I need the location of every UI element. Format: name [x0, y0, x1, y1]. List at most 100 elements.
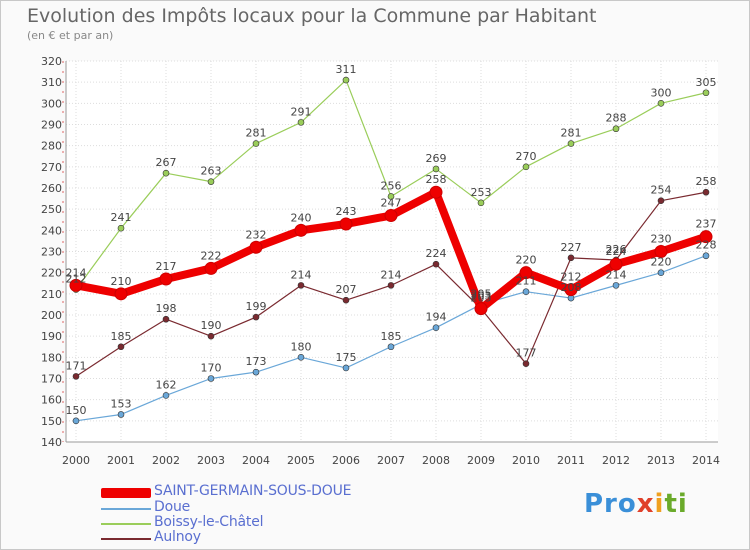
data-point	[207, 332, 215, 340]
y-tick-label: 260	[41, 182, 62, 195]
x-tick-label: 2007	[377, 454, 405, 467]
data-point	[297, 282, 305, 289]
data-point	[204, 261, 218, 275]
y-tick-label: 290	[41, 119, 62, 132]
data-label: 226	[606, 243, 627, 256]
x-tick-label: 2009	[467, 454, 495, 467]
data-label: 270	[516, 150, 537, 163]
data-point	[162, 169, 170, 177]
data-label: 203	[471, 290, 492, 303]
data-label: 205	[471, 287, 492, 300]
data-point	[117, 411, 125, 418]
data-label: 170	[201, 362, 222, 375]
data-point	[387, 343, 395, 351]
data-label: 153	[111, 397, 132, 410]
data-point	[72, 373, 80, 380]
data-point	[657, 197, 665, 204]
data-label: 214	[291, 268, 312, 281]
x-tick-label: 2004	[242, 454, 270, 467]
data-point	[249, 240, 263, 254]
data-point	[699, 230, 713, 244]
data-point	[474, 302, 488, 316]
data-point	[342, 364, 350, 372]
data-point	[609, 257, 623, 271]
x-tick-label: 2001	[107, 454, 135, 467]
data-label: 222	[201, 249, 222, 262]
data-label: 150	[66, 404, 87, 417]
legend-swatch	[101, 488, 151, 498]
data-label: 194	[426, 311, 447, 324]
data-label: 311	[336, 63, 357, 76]
chart-subtitle: (en € et par an)	[27, 29, 114, 42]
data-point	[117, 343, 125, 351]
data-label: 253	[471, 186, 492, 199]
y-tick-label: 150	[41, 415, 62, 428]
data-label: 210	[111, 275, 132, 288]
data-label: 230	[651, 233, 672, 246]
data-label: 207	[336, 283, 357, 296]
data-label: 208	[561, 281, 582, 294]
data-point	[567, 254, 575, 262]
data-label: 185	[111, 330, 132, 343]
y-tick-label: 320	[41, 55, 62, 68]
data-label: 177	[516, 347, 537, 360]
x-tick-label: 2012	[602, 454, 630, 467]
y-tick-label: 180	[41, 351, 62, 364]
y-tick-label: 200	[41, 309, 62, 322]
data-label: 258	[426, 173, 447, 186]
data-point	[252, 140, 260, 147]
y-tick-label: 310	[41, 76, 62, 89]
data-label: 185	[381, 330, 402, 343]
x-tick-label: 2008	[422, 454, 450, 467]
data-label: 258	[696, 175, 717, 188]
data-point	[432, 165, 440, 173]
data-label: 220	[516, 254, 537, 267]
y-tick-label: 160	[41, 394, 62, 407]
data-label: 232	[246, 228, 267, 241]
legend-label: Doue	[154, 499, 191, 515]
y-tick-label: 140	[41, 436, 62, 449]
data-point	[522, 288, 530, 296]
y-tick-label: 240	[41, 224, 62, 237]
data-point	[252, 368, 260, 376]
data-point	[612, 282, 620, 289]
data-point	[657, 100, 665, 107]
legend-label: Aulnoy	[154, 529, 201, 545]
data-label: 305	[696, 76, 717, 89]
y-tick-label: 230	[41, 246, 62, 259]
data-point	[522, 163, 530, 171]
data-label: 173	[246, 355, 267, 368]
x-tick-label: 2013	[647, 454, 675, 467]
data-point	[297, 119, 305, 126]
data-point	[114, 287, 128, 301]
data-label: 288	[606, 112, 627, 125]
data-point	[117, 224, 125, 232]
data-point	[207, 375, 215, 382]
x-tick-label: 2003	[197, 454, 225, 467]
data-label: 214	[606, 268, 627, 281]
data-label: 198	[156, 302, 177, 315]
y-tick-label: 280	[41, 140, 62, 153]
data-label: 217	[156, 260, 177, 273]
data-label: 180	[291, 340, 312, 353]
legend-label: SAINT-GERMAIN-SOUS-DOUE	[154, 483, 352, 499]
data-label: 240	[291, 211, 312, 224]
data-point	[297, 354, 305, 361]
data-point	[387, 282, 395, 289]
data-point	[384, 209, 398, 223]
data-label: 267	[156, 156, 177, 169]
data-point	[564, 283, 578, 297]
x-tick-label: 2006	[332, 454, 360, 467]
y-tick-label: 250	[41, 203, 62, 216]
chart-title: Evolution des Impôts locaux pour la Comm…	[27, 5, 597, 27]
data-label: 300	[651, 86, 672, 99]
data-point	[702, 252, 710, 260]
legend-swatch	[101, 523, 151, 525]
legend-label: Boissy-le-Châtel	[154, 514, 264, 530]
y-tick-label: 270	[41, 161, 62, 174]
data-label: 263	[201, 165, 222, 178]
data-point	[429, 185, 443, 199]
y-tick-label: 220	[41, 267, 62, 280]
data-point	[567, 140, 575, 147]
